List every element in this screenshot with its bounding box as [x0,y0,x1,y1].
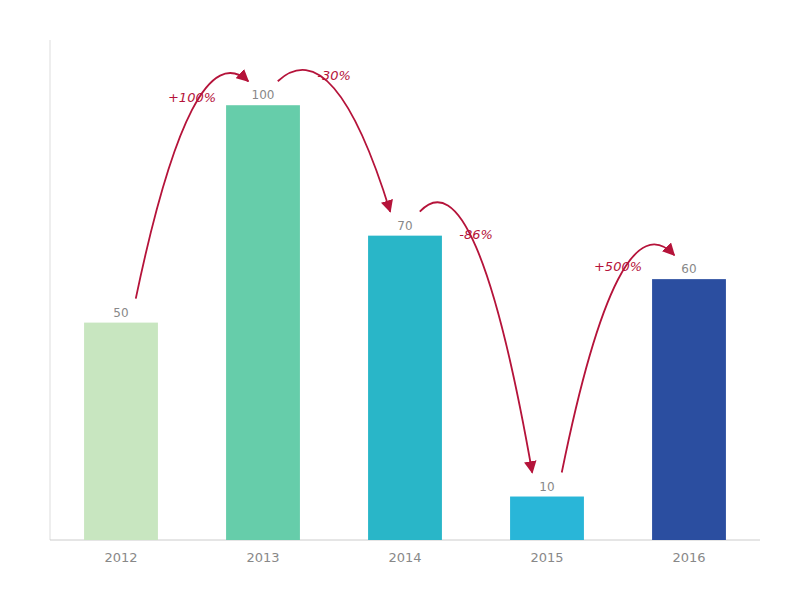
x-tick-label: 2012 [104,550,137,565]
change-label: +500% [594,259,642,274]
chart: 2012 2013 2014 2015 2016 50 100 70 10 60 +100% -30%… [0,0,800,600]
x-tick-label: 2013 [246,550,279,565]
change-arrow [278,70,390,212]
bar [226,105,300,540]
bar [510,497,584,540]
change-label: -86% [459,227,493,242]
x-tick-label: 2016 [672,550,705,565]
change-arrow [562,244,674,472]
data-label: 10 [539,480,554,494]
bar [84,323,158,540]
change-arrow [136,73,248,299]
change-label: -30% [317,68,351,83]
change-label: +100% [168,90,216,105]
bar [368,236,442,540]
change-arrow [420,202,532,472]
chart-container: 2012 2013 2014 2015 2016 50 100 70 10 60 +100% -30%… [0,0,800,600]
bar [652,279,726,540]
bars [84,105,726,540]
x-tick-label: 2015 [530,550,563,565]
x-tick-label: 2014 [388,550,421,565]
data-label: 50 [113,306,128,320]
data-label: 70 [397,219,412,233]
y-axis-line [50,40,51,540]
data-label: 100 [252,88,275,102]
data-label: 60 [681,262,696,276]
